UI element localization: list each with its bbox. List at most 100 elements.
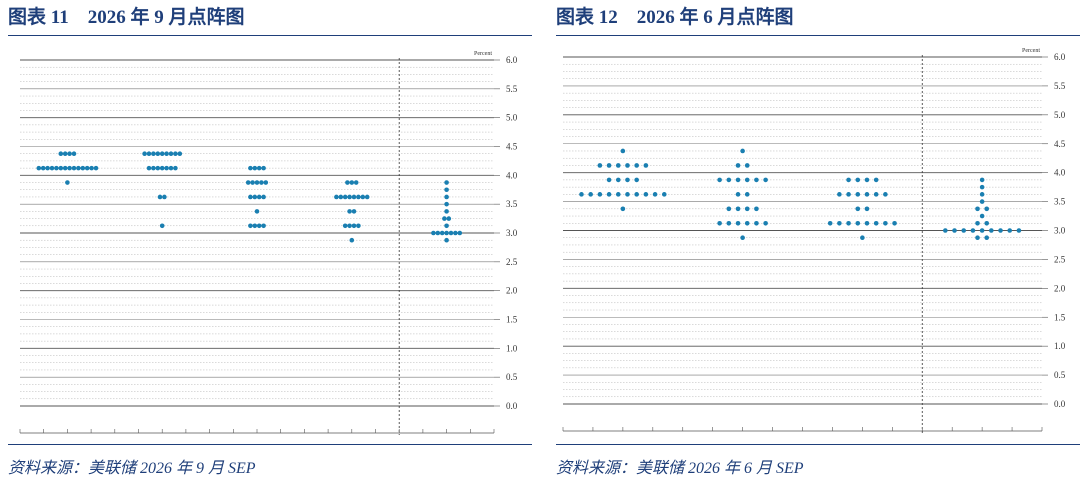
participant-dot bbox=[998, 228, 1003, 233]
participant-dot bbox=[864, 192, 870, 197]
participant-dot bbox=[864, 206, 870, 212]
participant-dot bbox=[615, 177, 621, 183]
y-tick-label: 4.5 bbox=[506, 142, 518, 152]
participant-dot bbox=[71, 165, 77, 171]
participant-dot bbox=[979, 213, 985, 219]
participant-dot bbox=[254, 180, 260, 185]
y-tick-label: 2.5 bbox=[1054, 254, 1066, 264]
y-tick-label: 1.0 bbox=[1054, 341, 1066, 351]
participant-dot bbox=[67, 151, 72, 157]
participant-dot bbox=[168, 165, 174, 171]
participant-dot bbox=[159, 151, 165, 157]
participant-dot bbox=[248, 165, 253, 171]
participant-dot bbox=[164, 151, 169, 157]
participant-dot bbox=[763, 220, 768, 226]
dot-plot-chart-september: 0.0 0.5 1.0 1.5 2.0 2.5 3.0 3.5 4.0 4.5 5.0 5.5 6.0 P… bbox=[19, 51, 518, 435]
participant-dot bbox=[448, 230, 454, 236]
participant-dot bbox=[58, 165, 64, 171]
participant-dot bbox=[763, 177, 768, 183]
participant-dot bbox=[643, 192, 649, 197]
participant-dot bbox=[146, 165, 152, 171]
participant-dot bbox=[254, 209, 260, 214]
participant-dot bbox=[93, 165, 99, 171]
figure-title: 图表 12 2026 年 6 月点阵图 bbox=[556, 7, 794, 28]
participant-dot bbox=[625, 163, 630, 168]
participant-dot bbox=[155, 151, 161, 157]
participant-dot bbox=[860, 235, 865, 241]
participant-dot bbox=[155, 165, 161, 171]
participant-dot bbox=[162, 194, 167, 200]
participant-dot bbox=[263, 180, 269, 185]
participant-dot bbox=[76, 165, 81, 171]
participant-dot bbox=[356, 223, 361, 229]
participant-dot bbox=[615, 192, 621, 197]
participant-dot bbox=[975, 235, 980, 241]
participant-dot bbox=[984, 220, 990, 226]
participant-dot bbox=[827, 220, 833, 226]
participant-dot bbox=[151, 165, 156, 171]
y-tick-label: 5.5 bbox=[1054, 81, 1066, 91]
participant-dot bbox=[444, 230, 449, 236]
participant-dot bbox=[248, 223, 253, 229]
participant-dot bbox=[744, 177, 750, 183]
figure-source: 资料来源：美联储 2026 年 9 月 SEP bbox=[8, 460, 256, 477]
participant-dot bbox=[634, 163, 639, 168]
participant-dot bbox=[252, 223, 258, 229]
participant-dot bbox=[58, 151, 64, 157]
y-tick-label: 3.5 bbox=[1054, 197, 1066, 207]
y-tick-label: 6.0 bbox=[1054, 52, 1066, 62]
figure-panel-september: 图表 11 2026 年 9 月点阵图 0.0 0.5 1.0 1.5 2.0 2.5 3.… bbox=[0, 0, 532, 481]
participant-dot bbox=[338, 194, 344, 200]
participant-dot bbox=[837, 192, 842, 197]
y-tick-label: 6.0 bbox=[506, 55, 518, 65]
participant-dot bbox=[873, 220, 879, 226]
participant-dot bbox=[364, 194, 370, 200]
participant-dot bbox=[952, 228, 957, 233]
participant-dot bbox=[979, 177, 985, 183]
y-tick-label: 0.5 bbox=[1054, 370, 1066, 380]
participant-dot bbox=[892, 220, 897, 226]
participant-dot bbox=[975, 220, 980, 226]
participant-dot bbox=[84, 165, 90, 171]
participant-dot bbox=[159, 223, 165, 229]
participant-dot bbox=[54, 165, 59, 171]
participant-dot bbox=[444, 187, 449, 193]
participant-dot bbox=[735, 177, 741, 183]
participant-dot bbox=[446, 216, 452, 221]
y-tick-label: 1.0 bbox=[506, 343, 518, 353]
y-tick-label: 0.0 bbox=[506, 401, 518, 411]
participant-dot bbox=[855, 192, 861, 197]
participant-dot bbox=[864, 220, 870, 226]
participant-dot bbox=[864, 177, 870, 183]
participant-dot bbox=[164, 165, 169, 171]
dot-plot-chart-june: 0.0 0.5 1.0 1.5 2.0 2.5 3.0 3.5 4.0 4.5 5.0 5.5 6.0 P… bbox=[562, 48, 1066, 433]
participant-dot bbox=[846, 177, 851, 183]
participant-dot bbox=[261, 194, 266, 200]
y-tick-label: 5.5 bbox=[506, 84, 518, 94]
participant-dot bbox=[351, 194, 357, 200]
participant-dot bbox=[855, 206, 861, 212]
y-tick-label: 1.5 bbox=[1054, 312, 1066, 322]
participant-dot bbox=[80, 165, 86, 171]
participant-dot bbox=[1016, 228, 1022, 233]
participant-dot bbox=[360, 194, 366, 200]
participant-dot bbox=[661, 192, 667, 197]
participant-dot bbox=[442, 216, 447, 221]
participant-dot bbox=[970, 228, 976, 233]
participant-dot bbox=[846, 220, 851, 226]
participant-dot bbox=[49, 165, 55, 171]
participant-dot bbox=[351, 209, 357, 214]
participant-dot bbox=[754, 220, 759, 226]
participant-dot bbox=[883, 220, 888, 226]
title-divider bbox=[556, 35, 1080, 36]
participant-dot bbox=[754, 177, 759, 183]
participant-dot bbox=[726, 177, 732, 183]
participant-dot bbox=[173, 165, 178, 171]
y-tick-label: 0.0 bbox=[1054, 399, 1066, 409]
participant-dot bbox=[356, 194, 361, 200]
participant-dot bbox=[252, 194, 258, 200]
y-tick-label: 5.0 bbox=[506, 113, 518, 123]
participant-dot bbox=[652, 192, 658, 197]
participant-dot bbox=[726, 206, 732, 212]
y-tick-label: 2.0 bbox=[506, 286, 518, 296]
